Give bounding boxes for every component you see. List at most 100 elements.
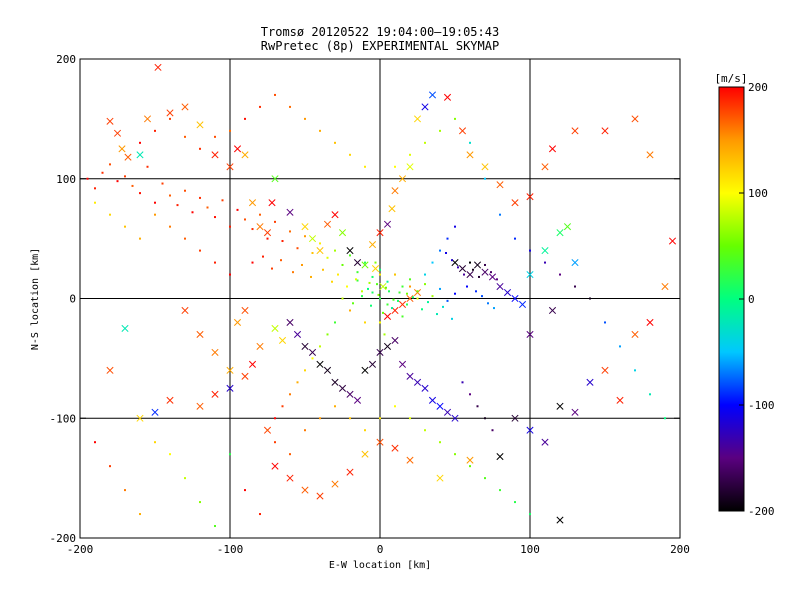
data-point-dot — [445, 251, 447, 254]
data-point-x-marker — [616, 396, 624, 404]
data-point-x-marker — [466, 270, 474, 279]
data-point-x-marker — [526, 193, 534, 201]
data-point-dot — [361, 290, 363, 293]
data-point-dot — [94, 201, 96, 204]
data-point-x-marker — [413, 115, 422, 123]
data-point-dot — [472, 268, 474, 271]
data-point-x-marker — [428, 396, 437, 404]
data-point-dot — [101, 171, 104, 174]
data-point-x-marker — [271, 324, 279, 332]
data-point-dot — [476, 405, 479, 408]
data-point-x-marker — [383, 312, 392, 321]
data-point-dot — [469, 465, 471, 468]
data-point-dot — [361, 295, 363, 298]
data-point-dot — [436, 313, 438, 316]
data-point-dot — [634, 369, 636, 372]
data-point-dot — [280, 259, 282, 262]
data-point-x-marker — [353, 396, 362, 404]
data-point-dot — [424, 429, 426, 432]
data-point-x-marker — [421, 384, 429, 392]
data-point-x-marker — [106, 366, 114, 374]
data-point-x-marker — [248, 199, 257, 207]
data-point-dot — [244, 218, 246, 221]
data-point-x-marker — [556, 402, 564, 410]
data-point-dot — [439, 129, 441, 132]
y-tick-label-1: -100 — [50, 412, 77, 425]
data-point-dot — [431, 295, 434, 298]
data-point-x-marker — [458, 127, 467, 135]
data-point-dot — [169, 453, 171, 456]
data-point-dot — [604, 321, 606, 324]
data-point-x-marker — [406, 163, 414, 171]
axis-ticks: -200 -100 0 100 200 -200 -100 0 100 200 — [50, 53, 690, 556]
data-point-dot — [398, 291, 401, 294]
data-point-dot — [379, 417, 381, 420]
data-point-x-marker — [346, 390, 354, 398]
data-point-dot — [116, 180, 119, 183]
data-point-x-marker — [413, 288, 422, 297]
data-point-x-marker — [121, 324, 129, 332]
chart-subtitle: RwPretec (8p) EXPERIMENTAL SKYMAP — [261, 39, 499, 53]
data-point-x-marker — [211, 151, 219, 159]
data-point-dot — [424, 273, 426, 276]
data-point-dot — [139, 192, 141, 195]
data-point-dot — [394, 165, 396, 168]
data-point-dot — [221, 199, 224, 202]
data-point-dot — [370, 304, 372, 307]
data-point-dot — [281, 240, 284, 243]
data-point-x-marker — [106, 117, 114, 125]
data-point-x-marker — [541, 163, 549, 171]
data-point-dot — [451, 259, 453, 262]
data-point-x-marker — [661, 282, 669, 291]
data-point-dot — [401, 285, 404, 288]
data-point-dot — [392, 298, 395, 301]
data-point-dot — [406, 292, 408, 295]
data-point-x-marker — [646, 151, 654, 159]
data-point-dot — [319, 345, 321, 348]
data-point-dot — [169, 194, 171, 197]
data-point-dot — [229, 225, 231, 228]
data-point-x-marker — [496, 282, 504, 291]
colorbar-tick-label-2: 0 — [748, 293, 755, 306]
data-point-x-marker — [113, 129, 122, 137]
data-point-x-marker — [361, 261, 369, 269]
data-point-dot — [229, 273, 231, 276]
data-point-dot — [385, 286, 387, 289]
data-point-dot — [364, 429, 366, 432]
data-point-x-marker — [316, 492, 324, 500]
data-point-x-marker — [143, 115, 152, 123]
data-point-x-marker — [308, 235, 317, 243]
data-point-x-marker — [256, 223, 264, 231]
data-point-x-marker — [466, 456, 474, 464]
data-point-dot — [199, 196, 201, 199]
data-point-dot — [379, 273, 381, 276]
data-point-dot — [421, 308, 423, 311]
data-point-dot — [499, 213, 501, 216]
data-point-x-marker — [368, 360, 377, 368]
data-point-dot — [296, 381, 299, 384]
data-point-dot — [469, 141, 471, 144]
data-point-x-marker — [256, 342, 264, 350]
data-point-dot — [311, 357, 314, 360]
data-point-dot — [244, 117, 246, 120]
data-point-dot — [484, 477, 486, 480]
data-point-x-marker — [481, 268, 489, 276]
data-point-dot — [356, 271, 359, 274]
data-point-x-marker — [631, 330, 639, 338]
x-axis-label: E-W location [km] — [329, 560, 431, 571]
data-point-dot — [491, 429, 494, 432]
data-point-x-marker — [451, 414, 459, 422]
data-point-x-marker — [526, 330, 534, 338]
data-point-dot — [457, 266, 459, 269]
data-point-x-marker — [353, 259, 362, 267]
data-point-dot — [296, 247, 299, 250]
data-point-dot — [184, 237, 186, 240]
data-point-dot — [289, 230, 291, 233]
data-point-dot — [409, 285, 411, 288]
data-point-dot — [161, 182, 164, 185]
data-point-dot — [364, 165, 366, 168]
data-point-x-marker — [308, 348, 317, 356]
data-point-dot — [514, 237, 516, 240]
data-point-x-marker — [391, 187, 399, 195]
data-point-dot — [154, 213, 156, 216]
